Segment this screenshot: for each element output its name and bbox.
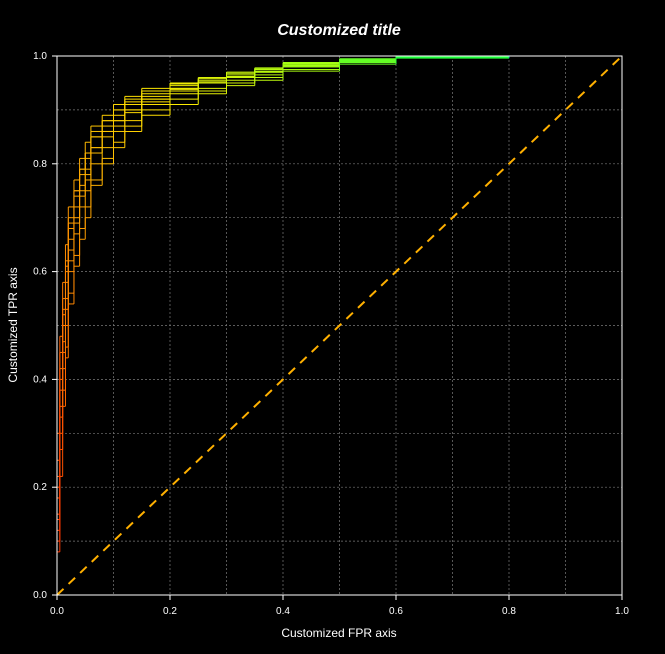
x-tick-label: 0.2 bbox=[163, 606, 177, 617]
x-tick-label: 0.0 bbox=[50, 606, 64, 617]
y-tick-label: 0.4 bbox=[33, 374, 47, 385]
y-tick-label: 1.0 bbox=[33, 51, 47, 62]
y-tick-label: 0.2 bbox=[33, 482, 47, 493]
chart-title: Customized title bbox=[277, 22, 401, 39]
x-tick-label: 0.8 bbox=[502, 606, 516, 617]
plot-frame bbox=[56, 55, 623, 596]
y-tick-label: 0.6 bbox=[33, 267, 47, 278]
x-axis-label: Customized FPR axis bbox=[281, 626, 396, 640]
diagonal-reference-line bbox=[56, 55, 623, 596]
x-tick-label: 1.0 bbox=[615, 606, 629, 617]
x-tick-label: 0.4 bbox=[276, 606, 290, 617]
roc-curve bbox=[56, 55, 622, 595]
roc-curves bbox=[56, 55, 622, 595]
y-tick-label: 0.8 bbox=[33, 159, 47, 170]
y-axis-ticks: 0.0 0.2 0.4 0.6 0.8 1.0 bbox=[33, 51, 57, 601]
y-axis-label: Customized TPR axis bbox=[6, 267, 20, 382]
x-axis-ticks: 0.0 0.2 0.4 0.6 0.8 1.0 bbox=[50, 595, 629, 617]
y-tick-label: 0.0 bbox=[33, 590, 47, 601]
x-tick-label: 0.6 bbox=[389, 606, 403, 617]
